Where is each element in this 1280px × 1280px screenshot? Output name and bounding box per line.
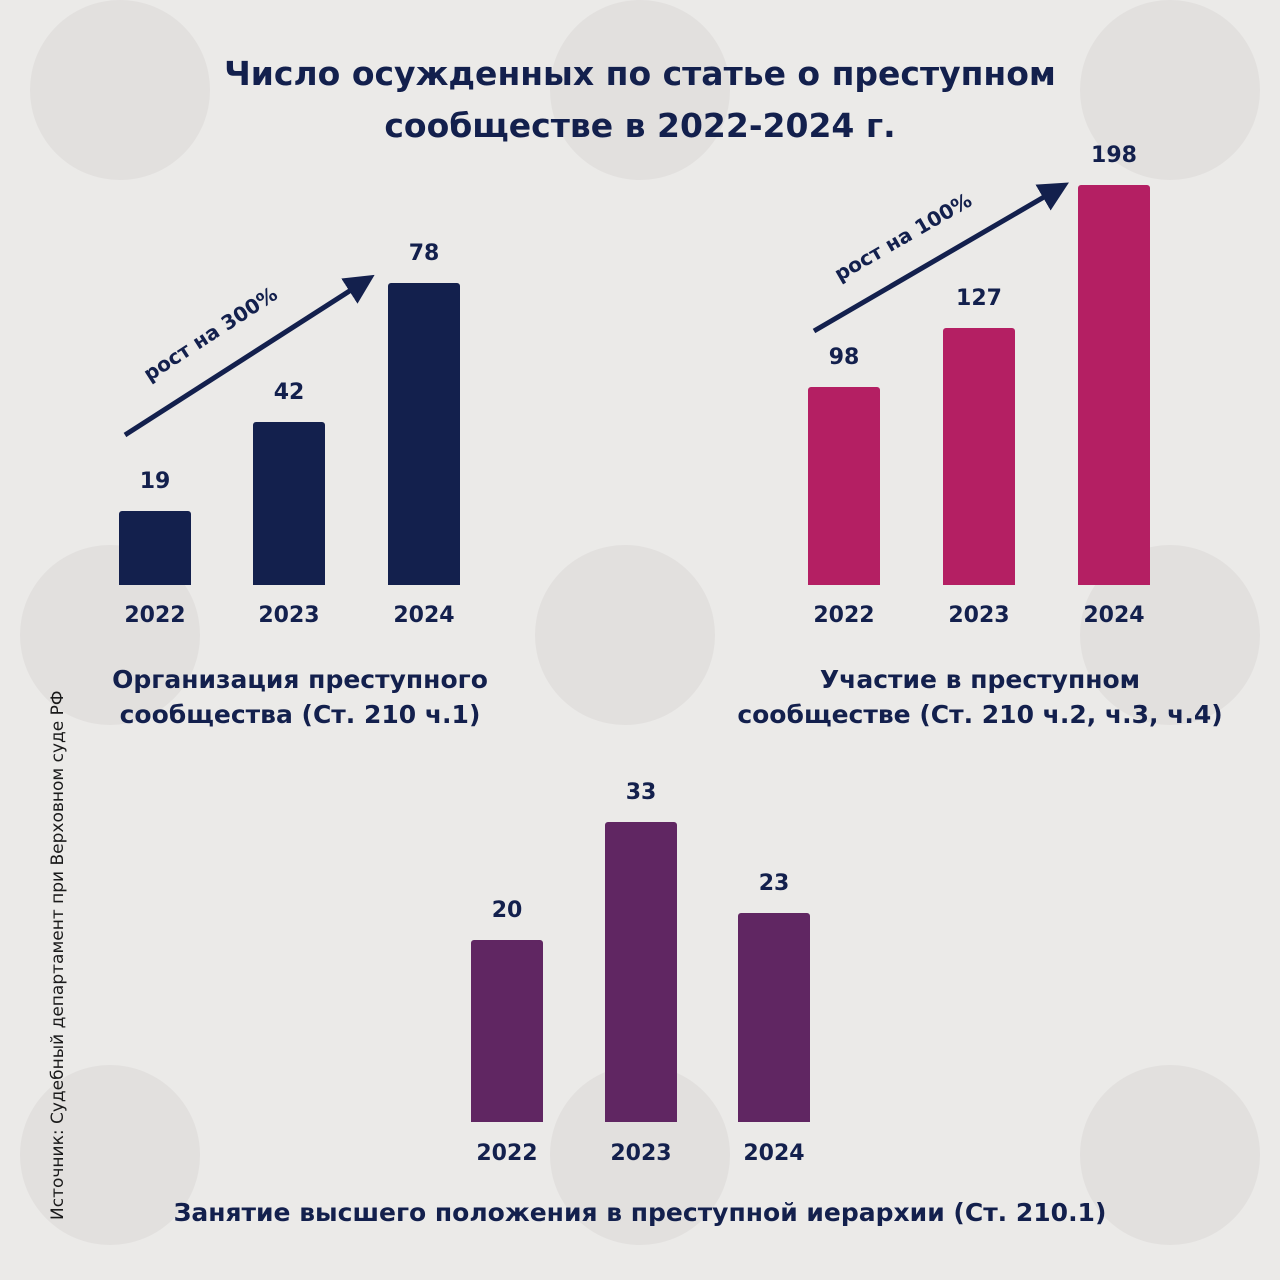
growth-arrow-1 — [123, 274, 375, 438]
subtitle-line: Участие в преступном — [819, 665, 1141, 694]
growth-arrow-2 — [812, 182, 1069, 334]
value-label: 42 — [273, 380, 305, 406]
bar-1-2024 — [388, 283, 460, 585]
watermark-logo — [1080, 1065, 1260, 1245]
chart-1-subtitle: Организация преступного сообщества (Ст. … — [60, 662, 540, 732]
subtitle-line: сообществе (Ст. 210 ч.2, ч.3, ч.4) — [737, 700, 1223, 729]
chart-3-subtitle: Занятие высшего положения в преступной и… — [173, 1198, 1107, 1227]
bar-3-2023 — [605, 822, 677, 1122]
bar-1-2022 — [119, 511, 191, 585]
year-label: 2024 — [743, 1141, 805, 1166]
bar-2-2023 — [943, 328, 1015, 585]
value-label: 33 — [625, 780, 657, 805]
year-label: 2022 — [476, 1141, 538, 1166]
year-label: 2023 — [948, 603, 1010, 628]
value-label: 23 — [758, 870, 790, 896]
year-label: 2024 — [1083, 603, 1145, 628]
bar-1-2023 — [253, 422, 325, 585]
bar-2-2022 — [808, 387, 880, 585]
bar-2-2024 — [1078, 185, 1150, 585]
value-label: 98 — [828, 345, 860, 371]
watermark-logo — [30, 0, 210, 180]
bar-3-2022 — [471, 940, 543, 1122]
year-label: 2024 — [393, 603, 455, 628]
subtitle-line: Организация преступного — [112, 665, 488, 694]
title-line-2: сообществе в 2022-2024 г. — [384, 106, 896, 145]
year-label: 2022 — [124, 603, 186, 628]
value-label: 127 — [956, 286, 1002, 312]
watermark-logo — [535, 545, 715, 725]
value-label: 19 — [139, 469, 171, 495]
year-label: 2023 — [258, 603, 320, 628]
value-label: 78 — [408, 241, 440, 266]
title-line-1: Число осужденных по статье о преступном — [224, 54, 1056, 93]
watermark-logo — [550, 0, 730, 180]
watermark-logo — [20, 1065, 200, 1245]
year-label: 2022 — [813, 603, 875, 628]
bar-3-2024 — [738, 912, 810, 1122]
page-title: Число осужденных по статье о преступном … — [0, 48, 1280, 152]
chart-2-subtitle: Участие в преступном сообществе (Ст. 210… — [700, 662, 1260, 732]
value-label: 20 — [491, 898, 523, 924]
subtitle-line: сообщества (Ст. 210 ч.1) — [119, 700, 481, 729]
year-label: 2023 — [610, 1141, 672, 1166]
watermark-logo — [1080, 0, 1260, 180]
source-note: Источник: Судебный департамент при Верхо… — [48, 690, 68, 1220]
value-label: 198 — [1091, 143, 1137, 168]
